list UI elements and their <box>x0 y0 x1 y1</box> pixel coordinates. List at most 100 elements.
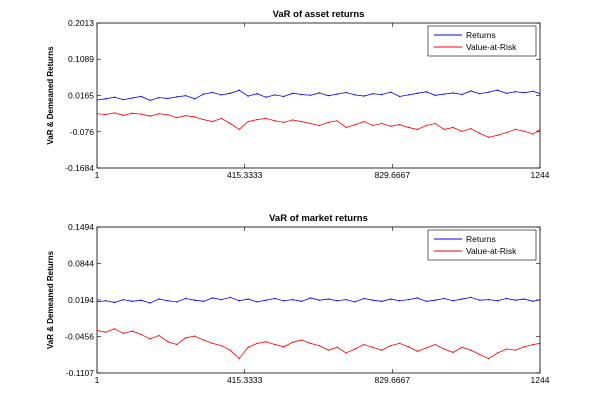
data-point <box>452 126 454 129</box>
data-point <box>113 301 116 304</box>
data-point <box>202 118 205 121</box>
y-tick-label: -0.1684 <box>65 163 94 173</box>
x-tick-label: 1244 <box>531 170 550 180</box>
data-point <box>176 116 178 119</box>
data-point <box>140 333 142 336</box>
data-point <box>389 125 392 127</box>
data-point <box>496 300 499 302</box>
data-point <box>514 91 517 93</box>
y-tick-label: 0.0844 <box>68 258 94 268</box>
data-point <box>381 122 383 125</box>
data-point <box>131 97 133 99</box>
data-point <box>443 348 445 350</box>
data-point <box>122 332 125 335</box>
data-point <box>505 131 508 134</box>
data-point <box>220 94 223 96</box>
data-point <box>113 112 116 114</box>
y-tick-label: -0.1107 <box>66 368 94 378</box>
data-point <box>532 343 534 346</box>
y-axis-label: VaR & Demeaned Returns <box>46 46 55 145</box>
data-point <box>283 95 285 98</box>
data-point <box>479 353 481 356</box>
data-point <box>274 120 276 122</box>
data-point <box>345 126 347 129</box>
data-point <box>158 113 160 115</box>
data-point <box>336 300 338 302</box>
legend-box <box>427 25 537 57</box>
y-tick-label: 0.0194 <box>68 295 94 305</box>
data-point <box>185 297 187 300</box>
chart-title: VaR of asset returns <box>273 9 365 20</box>
data-point <box>487 91 490 93</box>
data-point <box>487 357 490 360</box>
x-tick-label: 1 <box>95 375 100 385</box>
y-tick-label: -0.076 <box>70 127 94 137</box>
data-point <box>176 343 178 346</box>
legend-label: Returns <box>466 30 496 40</box>
data-point <box>140 113 142 115</box>
data-point <box>407 94 410 96</box>
data-point <box>523 91 526 94</box>
data-point <box>220 298 223 301</box>
data-point <box>479 132 481 135</box>
data-point <box>265 117 267 120</box>
data-point <box>327 121 329 124</box>
data-point <box>452 92 454 94</box>
data-point <box>193 335 196 337</box>
legend-label: Value-at-Risk <box>466 42 517 52</box>
data-point <box>193 299 196 301</box>
data-point <box>327 94 329 97</box>
legend-label: Returns <box>466 234 496 244</box>
data-point <box>202 93 205 95</box>
y-tick-label: 0.0165 <box>68 90 94 100</box>
data-point <box>425 91 428 93</box>
data-point <box>514 128 517 131</box>
data-point <box>211 297 214 299</box>
data-point <box>309 342 312 345</box>
data-point <box>336 93 338 95</box>
data-point <box>434 94 436 96</box>
data-point <box>318 299 321 301</box>
data-point <box>256 93 258 95</box>
data-point <box>300 300 303 303</box>
data-point <box>247 120 249 123</box>
data-point <box>140 95 142 98</box>
data-point <box>193 98 196 100</box>
data-point <box>167 114 169 116</box>
data-point <box>381 349 383 351</box>
data-point <box>256 301 258 303</box>
data-point <box>149 99 151 102</box>
data-point <box>238 128 240 131</box>
data-point <box>327 298 329 300</box>
data-point <box>407 126 410 129</box>
data-point <box>532 133 534 135</box>
series-value-at-risk <box>97 328 540 360</box>
data-point <box>238 357 240 360</box>
data-point <box>354 124 356 126</box>
data-point <box>389 298 392 300</box>
data-point <box>247 346 249 349</box>
data-point <box>345 298 347 301</box>
data-point <box>291 298 294 301</box>
data-point <box>291 119 294 121</box>
data-point <box>122 114 125 116</box>
data-point <box>381 93 383 96</box>
data-point <box>167 341 169 343</box>
data-point <box>354 348 356 350</box>
x-tick-label: 1 <box>95 170 100 180</box>
data-point <box>523 346 526 348</box>
data-point <box>229 349 231 351</box>
chart-title: VaR of market returns <box>269 213 368 224</box>
data-point <box>479 299 481 301</box>
data-point <box>443 128 445 131</box>
legend-label: Value-at-Risk <box>466 246 517 256</box>
data-point <box>372 346 374 349</box>
series-value-at-risk <box>97 112 540 138</box>
data-point <box>523 298 526 300</box>
data-point <box>247 298 249 300</box>
y-tick-label: 0.1494 <box>68 222 94 232</box>
data-point <box>283 121 285 124</box>
data-point <box>372 299 374 301</box>
data-point <box>300 120 303 123</box>
data-point <box>389 91 392 93</box>
